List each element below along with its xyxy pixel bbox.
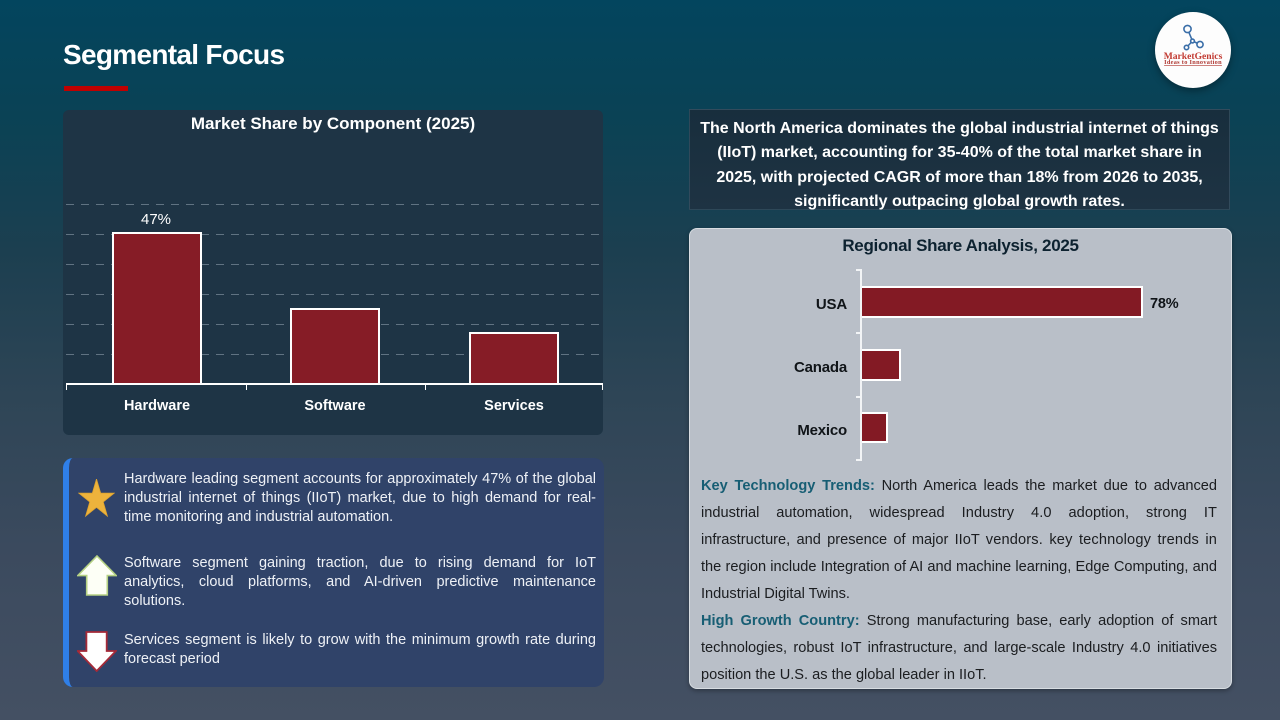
svg-text:MarketGenics: MarketGenics [1164,51,1223,62]
svg-text:Ideas to Innovation: Ideas to Innovation [1164,59,1222,66]
